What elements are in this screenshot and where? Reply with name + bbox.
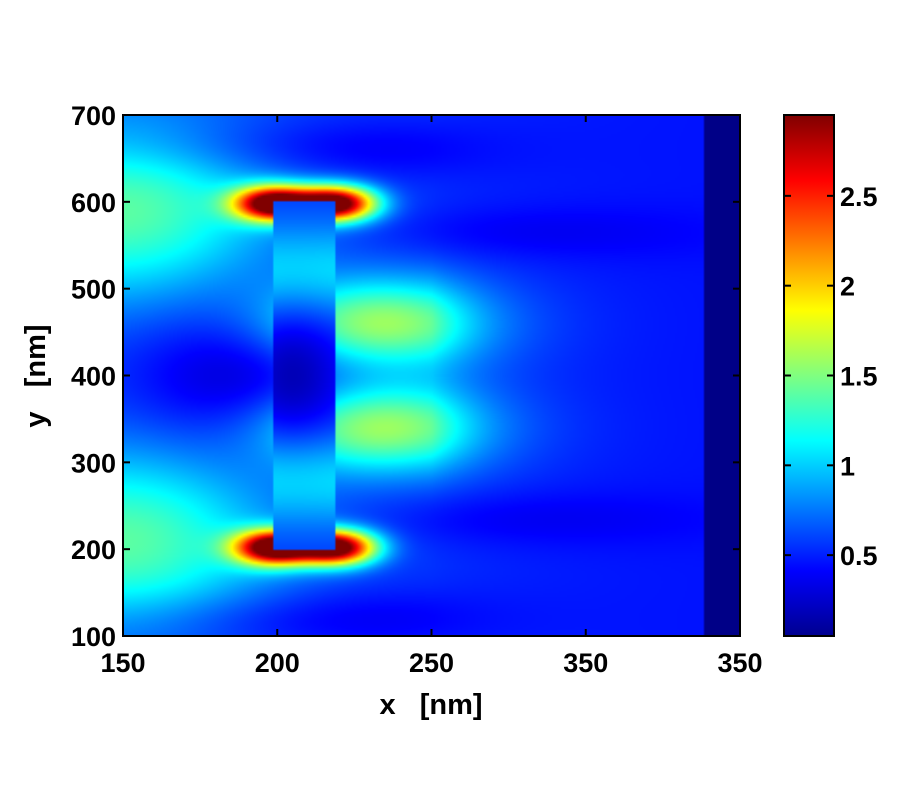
- y-axis-label: y [nm]: [20, 324, 52, 427]
- y-tick-label: 600: [71, 188, 116, 218]
- colorbar-ticks: 0.5 1 1.5 2 2.5: [784, 182, 878, 571]
- y-tick-label: 400: [71, 362, 116, 392]
- colorbar-tick-label: 2: [840, 272, 855, 302]
- colorbar-tick-label: 1.5: [840, 362, 878, 392]
- x-tick-label: 350: [563, 648, 608, 678]
- x-tick-label: 250: [409, 648, 454, 678]
- x-axis-ticks: 150 200 250 350 350: [100, 115, 763, 678]
- heatmap-image: [123, 115, 740, 636]
- x-tick-label: 150: [100, 648, 145, 678]
- y-tick-label: 700: [71, 101, 116, 131]
- y-tick-label: 200: [71, 535, 116, 565]
- colorbar-tick-label: 0.5: [840, 541, 878, 571]
- x-axis-label: x [nm]: [379, 689, 482, 721]
- y-tick-label: 100: [71, 622, 116, 652]
- y-tick-label: 500: [71, 275, 116, 305]
- y-tick-label: 300: [71, 448, 116, 478]
- colorbar-tick-label: 2.5: [840, 182, 878, 212]
- x-tick-label: 350: [717, 648, 762, 678]
- y-axis-ticks: 100 200 300 400 500 600 700: [71, 101, 740, 652]
- colorbar-tick-label: 1: [840, 451, 855, 481]
- x-tick-label: 200: [255, 648, 300, 678]
- colorbar: [783, 114, 835, 637]
